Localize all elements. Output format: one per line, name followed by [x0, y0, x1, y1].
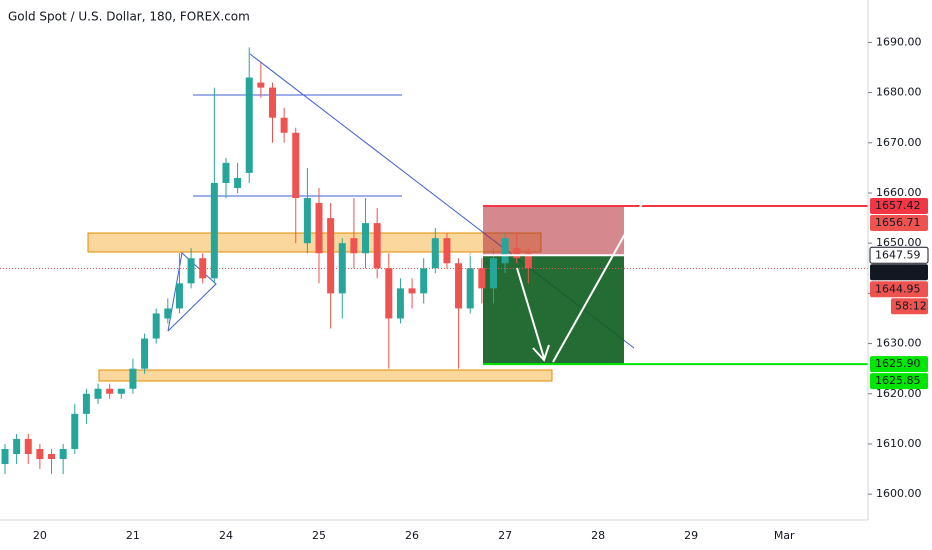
- price-label-box: [870, 281, 928, 298]
- arrow-head: [656, 150, 673, 169]
- candle-body: [106, 388, 114, 394]
- x-tick-label: 24: [219, 529, 233, 542]
- candle-body: [478, 268, 486, 289]
- candle-body: [501, 238, 509, 264]
- candle-body: [164, 308, 172, 319]
- candle-body: [257, 82, 265, 88]
- candle-body: [268, 87, 276, 118]
- candle-body: [199, 258, 207, 279]
- x-tick-label: 26: [405, 529, 419, 542]
- candle-body: [71, 413, 79, 449]
- candle-body: [524, 253, 532, 269]
- candle-body: [234, 177, 242, 188]
- candle-body: [48, 453, 56, 460]
- candle-body: [152, 313, 160, 339]
- candle-body: [303, 198, 311, 244]
- candle-body: [117, 388, 125, 394]
- candle-body: [141, 338, 149, 369]
- candle-body: [245, 77, 253, 173]
- price-label-box: [870, 356, 928, 373]
- candle-body: [513, 248, 521, 259]
- y-tick-label: 1650.00: [876, 236, 922, 249]
- price-label: 1625.85: [875, 374, 921, 387]
- candle-body: [129, 368, 137, 389]
- price-label-box: [870, 197, 928, 214]
- candle-body: [187, 258, 195, 284]
- price-label: 1647.59: [875, 248, 921, 261]
- price-label: 1657.42: [875, 199, 921, 212]
- x-tick-label: 25: [312, 529, 326, 542]
- y-tick-label: 1690.00: [876, 35, 922, 48]
- price-label-box: [869, 246, 929, 264]
- drawings: [0, 53, 868, 382]
- candle-body: [327, 218, 335, 294]
- x-tick-label: 29: [684, 529, 698, 542]
- x-tick-label: 20: [33, 529, 47, 542]
- target-zone: [483, 255, 624, 365]
- candle-body: [24, 438, 32, 454]
- price-label-box: [870, 214, 928, 231]
- candle-body: [373, 223, 381, 269]
- countdown-box: [891, 298, 928, 315]
- y-tick-label: 1660.00: [876, 186, 922, 199]
- candle-body: [385, 268, 393, 319]
- price-label: 1644.95: [875, 282, 921, 295]
- arrows: [516, 150, 673, 363]
- candle-body: [489, 258, 497, 289]
- candle-body: [1, 448, 9, 465]
- y-tick-label: 1610.00: [876, 437, 922, 450]
- y-tick-label: 1630.00: [876, 337, 922, 350]
- y-tick-label: 1620.00: [876, 387, 922, 400]
- candle-body: [82, 393, 90, 414]
- candle-body: [431, 238, 439, 269]
- arrow: [516, 267, 545, 359]
- candle-body: [315, 203, 323, 254]
- price-label-box: [870, 264, 928, 281]
- y-tick-label: 1670.00: [876, 136, 922, 149]
- candle-body: [175, 283, 183, 309]
- candle-body: [396, 288, 404, 319]
- candle-body: [94, 388, 102, 399]
- candle-body: [338, 243, 346, 294]
- price-label-box: [870, 373, 928, 390]
- y-tick-label: 1600.00: [876, 487, 922, 500]
- y-axis: 1600.001610.001620.001630.001640.001650.…: [868, 35, 929, 500]
- candle-body: [222, 162, 230, 183]
- x-tick-label: Mar: [774, 529, 795, 542]
- arrow: [552, 153, 671, 363]
- candle-body: [420, 268, 428, 294]
- candle-body: [36, 448, 44, 460]
- candle-body: [210, 182, 218, 279]
- candle-body: [466, 268, 474, 309]
- candle-body: [443, 238, 451, 264]
- price-label: 1625.90: [875, 357, 921, 370]
- resistance-zone: [87, 232, 542, 253]
- candle-body: [362, 223, 370, 254]
- candle-body: [13, 438, 21, 454]
- candle-body: [280, 117, 288, 133]
- x-tick-label: 21: [126, 529, 140, 542]
- candle-body: [408, 288, 416, 294]
- countdown: 58:12: [895, 299, 927, 312]
- support-zone: [98, 369, 553, 382]
- chart-title: Gold Spot / U.S. Dollar, 180, FOREX.com: [8, 10, 250, 24]
- price-label: 1647.34: [875, 265, 921, 278]
- candle-body: [455, 263, 463, 309]
- arrow-head: [532, 344, 550, 362]
- candle-body: [350, 238, 358, 254]
- y-tick-label: 1680.00: [876, 86, 922, 99]
- price-label: 1656.71: [875, 216, 921, 229]
- candle-body: [292, 132, 300, 199]
- x-tick-label: 28: [591, 529, 605, 542]
- x-tick-label: 27: [498, 529, 512, 542]
- candle-body: [59, 448, 67, 460]
- plot-area: [1, 47, 868, 475]
